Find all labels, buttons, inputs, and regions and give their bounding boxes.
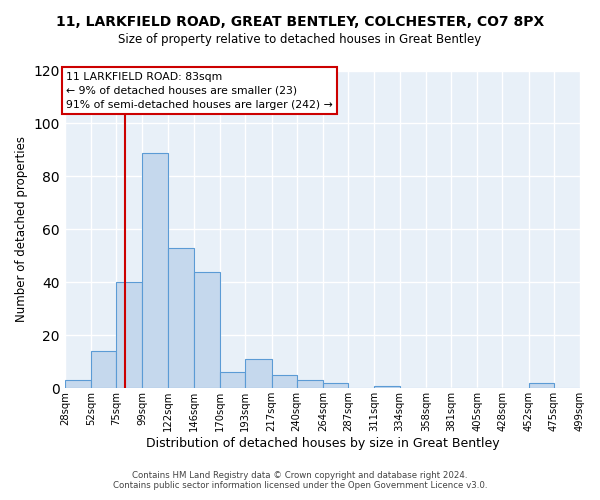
- Bar: [194, 272, 220, 388]
- Bar: [91, 351, 116, 389]
- Bar: [529, 383, 554, 388]
- Text: Size of property relative to detached houses in Great Bentley: Size of property relative to detached ho…: [118, 32, 482, 46]
- Bar: [116, 282, 142, 389]
- Bar: [245, 359, 272, 388]
- Bar: [142, 152, 167, 388]
- Bar: [65, 380, 91, 388]
- Bar: [323, 383, 348, 388]
- Bar: [220, 372, 245, 388]
- Bar: [272, 375, 296, 388]
- Text: 11 LARKFIELD ROAD: 83sqm
← 9% of detached houses are smaller (23)
91% of semi-de: 11 LARKFIELD ROAD: 83sqm ← 9% of detache…: [66, 72, 332, 110]
- Text: 11, LARKFIELD ROAD, GREAT BENTLEY, COLCHESTER, CO7 8PX: 11, LARKFIELD ROAD, GREAT BENTLEY, COLCH…: [56, 15, 544, 29]
- Bar: [167, 248, 194, 388]
- Bar: [374, 386, 400, 388]
- Bar: [296, 380, 323, 388]
- Text: Contains HM Land Registry data © Crown copyright and database right 2024.
Contai: Contains HM Land Registry data © Crown c…: [113, 470, 487, 490]
- Y-axis label: Number of detached properties: Number of detached properties: [15, 136, 28, 322]
- X-axis label: Distribution of detached houses by size in Great Bentley: Distribution of detached houses by size …: [146, 437, 499, 450]
